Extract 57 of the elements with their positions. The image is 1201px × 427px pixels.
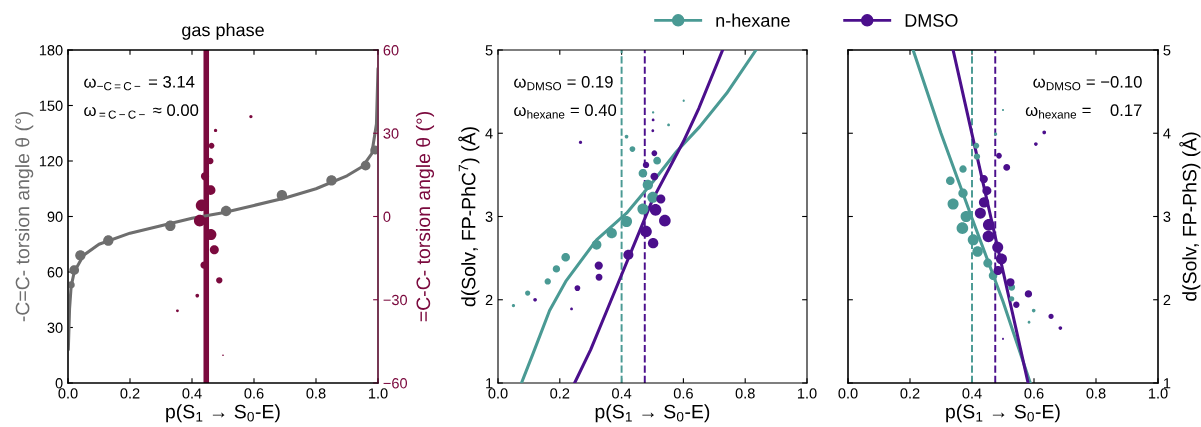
x-axis-title: p(S$_{1}$ → S$_{0}$-E) [946,404,1060,423]
annotation: ω$_{hexane}$ = 0.40 [514,104,617,119]
y2-tick-label: 5 [1163,45,1171,56]
x-tick-label: 0.0 [838,388,858,399]
x-axis-title: p(S$_{1}$ → S$_{0}$-E) [166,404,280,423]
legend-label: n-hexane [716,13,790,27]
y2-tick-label: 4 [1163,128,1171,139]
y-tick-label: 1 [486,378,493,389]
y-tick-label: 60 [47,267,63,278]
y-tick-label: 4 [485,128,493,139]
y2-tick-label: 1 [1163,378,1171,389]
y2-tick-label: 3 [1163,211,1171,222]
x-tick-label: 0.2 [900,388,920,399]
annotation: ω$_{DMSO}$ = 0.19 [514,75,613,91]
y2-tick-label: 30 [383,128,399,139]
x-tick-label: 1.0 [368,388,388,399]
x-tick-label: 1.0 [1148,388,1168,399]
y-tick-label: 30 [47,322,63,333]
x-tick-label: 0.4 [612,388,632,399]
y2-axis-title: =C-C- torsion angle θ (°) [415,111,435,322]
y2-axis-title: d(Solv, FP-PhS) (Å) [1179,132,1201,301]
x-tick-label: 0.2 [550,388,570,399]
y-tick-label: 150 [39,100,63,111]
x-tick-label: 0.8 [735,388,755,399]
y2-tick-label: 2 [1163,294,1171,306]
y-tick-label: 2 [485,294,493,306]
y-axis-title: -C=C- torsion angle θ (°) [15,111,34,322]
y-tick-label: 120 [39,156,63,167]
chart-title: gas phase [182,23,264,40]
x-tick-label: 0.6 [1024,388,1044,399]
x-tick-label: 0.0 [58,388,78,399]
x-tick-label: 1.0 [797,388,817,399]
x-tick-label: 0.6 [244,388,264,399]
line-series [68,66,378,352]
y-tick-label: 5 [485,45,493,56]
annotation: ω$_{=C−C−}$ ≈ 0.00 [84,104,199,119]
x-tick-label: 0.2 [120,388,140,399]
y2-tick-label: 60 [383,45,399,56]
x-tick-label: 0.4 [962,388,982,399]
x-tick-label: 0.8 [306,388,326,399]
annotation: ω$_{hexane}$ = 0.17 [1025,104,1142,119]
y-tick-label: 0 [55,378,63,389]
y-tick-label: 90 [47,211,63,222]
y2-tick-label: 0 [383,211,391,222]
x-tick-label: 0.8 [1086,388,1106,399]
y-axis-title: d(Solv, FP-PhC$^{7}$) (Å) [458,127,480,307]
x-axis-title: p(S$_{1}$ → S$_{0}$-E) [595,404,710,423]
x-tick-label: 0.4 [182,388,202,399]
x-tick-label: 0.6 [673,388,693,399]
annotation: ω$_{DMSO}$ = −0.10 [1033,75,1142,91]
legend-label: DMSO [905,14,958,27]
y2-tick-label: −30 [383,294,408,306]
y-tick-label: 180 [39,45,63,56]
y2-tick-label: −60 [383,378,408,389]
y-tick-label: 3 [485,211,493,222]
annotation: ω$_{−C=C−}$ = 3.14 [84,75,195,91]
x-tick-label: 0.0 [488,388,508,399]
